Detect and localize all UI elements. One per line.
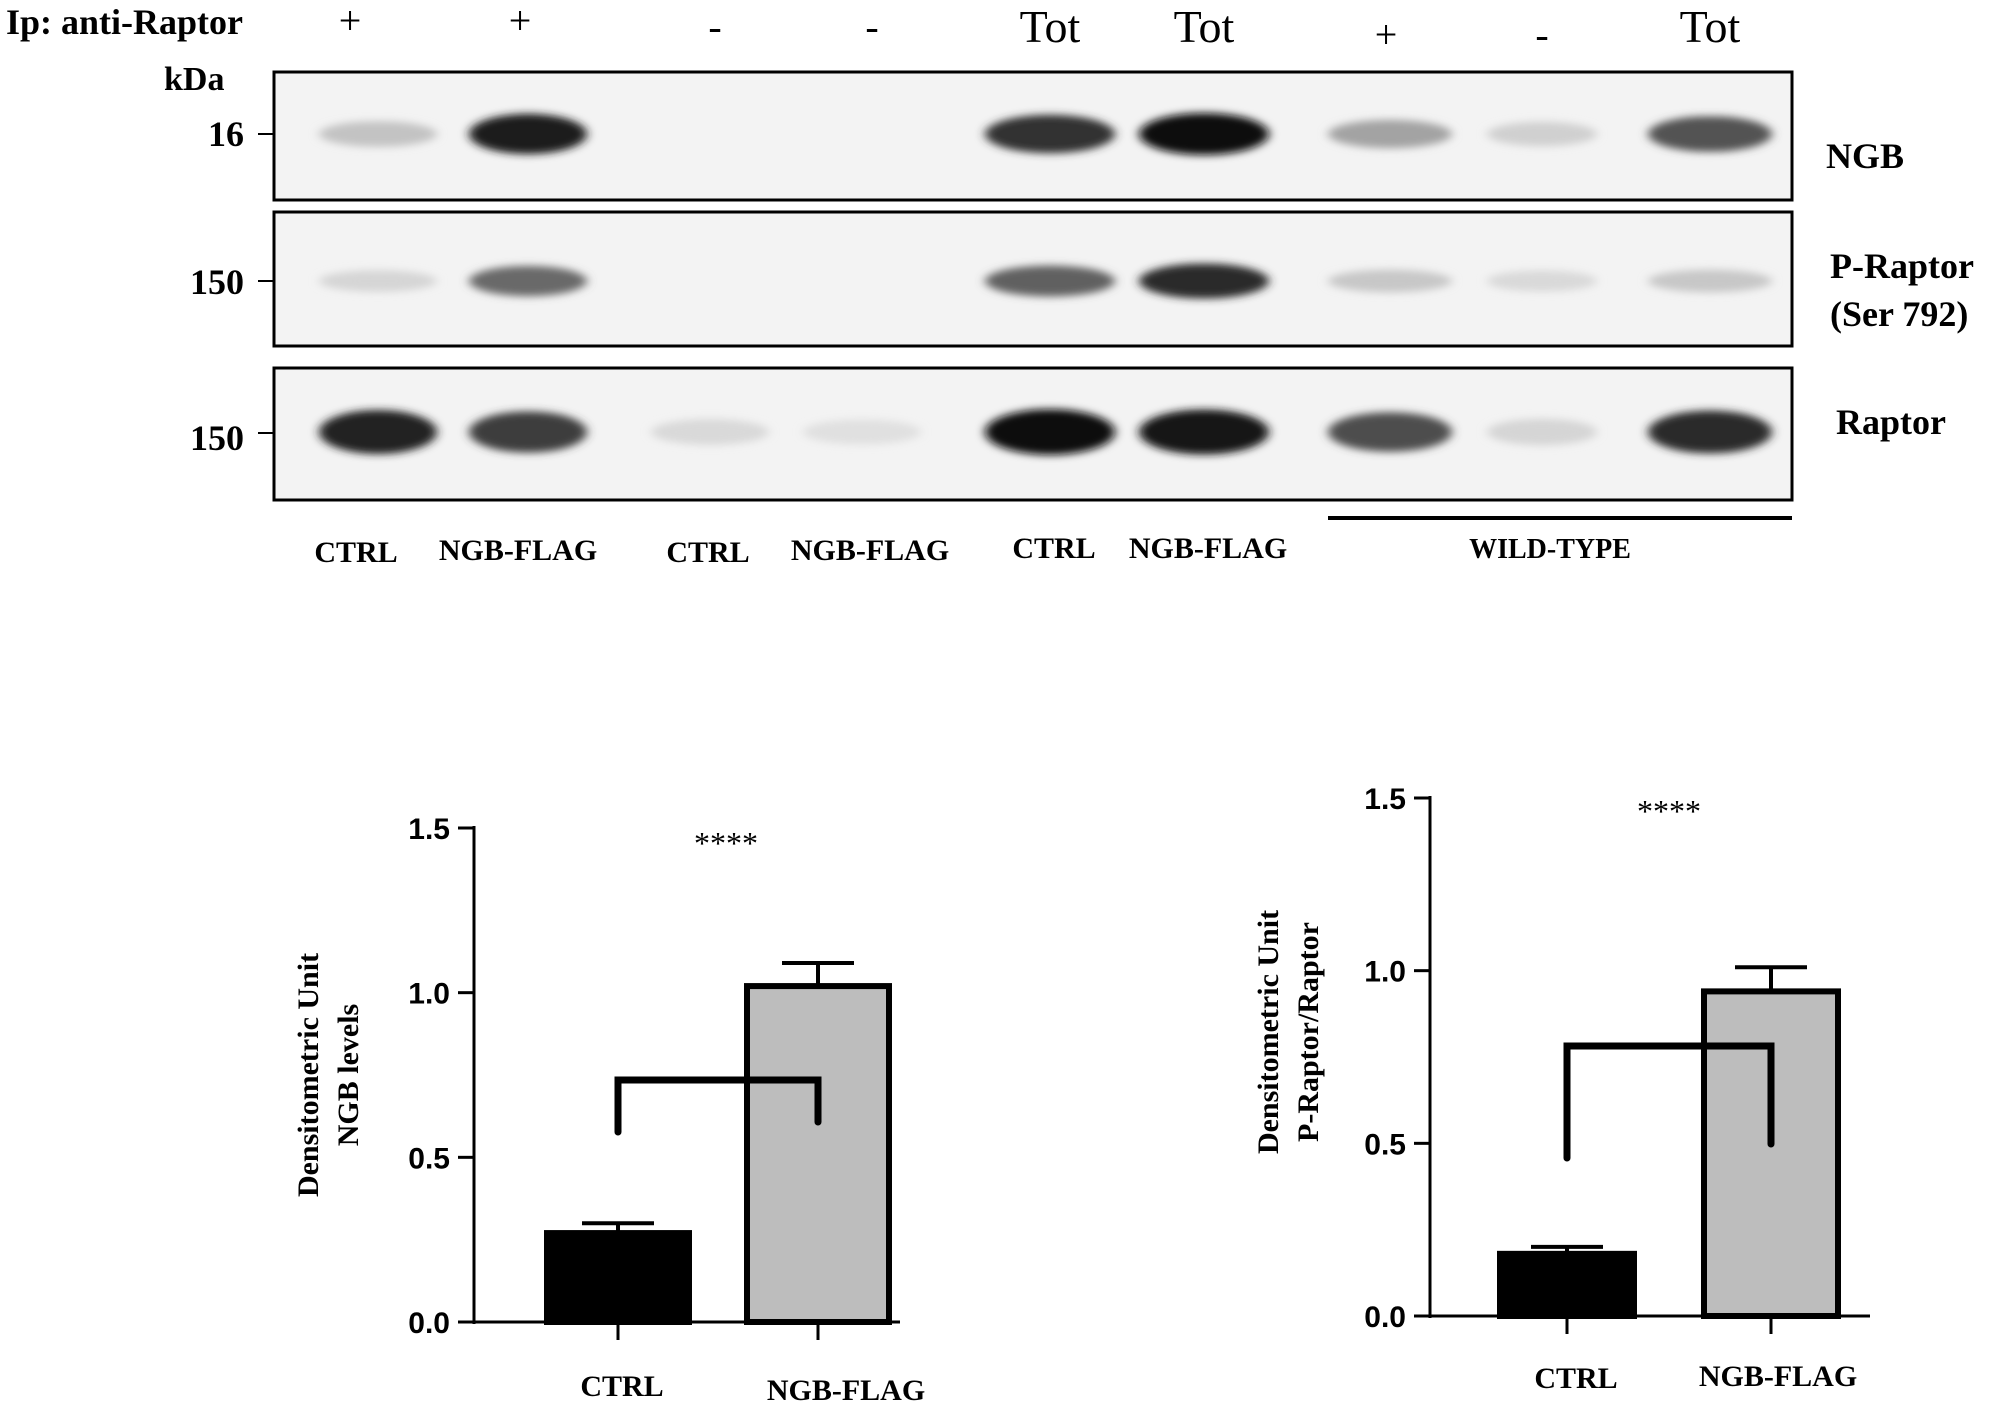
y-axis-title-line2: NGB levels (332, 1004, 365, 1147)
lane-sign-7: + (1375, 12, 1398, 57)
x-tick-label: NGB-FLAG (767, 1374, 925, 1407)
lane-sign-5: Tot (1020, 1, 1081, 52)
blot-band (985, 114, 1115, 154)
condition-label-row: CTRL NGB-FLAG CTRL NGB-FLAG CTRL NGB-FLA… (314, 516, 1792, 569)
blot-band (469, 411, 587, 453)
y-tick-label: 0.0 (1364, 1301, 1406, 1334)
blot-band (985, 409, 1115, 455)
lane-sign-8: - (1535, 12, 1548, 57)
lane-sign-6: Tot (1174, 1, 1235, 52)
marker-label: 150 (190, 418, 244, 458)
bar-ctrl (1497, 1250, 1637, 1319)
y-tick-label: 1.5 (408, 813, 450, 846)
y-tick-label: 1.0 (1364, 956, 1406, 989)
y-tick-label: 1.0 (408, 978, 450, 1011)
y-tick-label: 0.0 (408, 1307, 450, 1340)
lane-sign-1: + (339, 0, 362, 43)
significance-label: **** (694, 825, 758, 861)
blot-band (1648, 116, 1772, 152)
lane-sign-3: - (708, 4, 721, 49)
y-tick-label: 1.5 (1364, 783, 1406, 816)
blot-band (1328, 412, 1452, 452)
condition-label: NGB-FLAG (1129, 532, 1287, 565)
y-axis-title: Densitometric Unit (292, 953, 325, 1197)
condition-label: CTRL (314, 536, 397, 569)
western-blot: Ip: anti-Raptor kDa + + - - Tot Tot + - … (6, 0, 1974, 569)
blot-band (319, 121, 437, 147)
significance-bracket (614, 1076, 822, 1136)
bar-chart-ngb-levels: Densitometric Unit NGB levels 0.0 0.5 1.0 1… (292, 813, 925, 1407)
condition-label: NGB-FLAG (439, 534, 597, 567)
ip-label: Ip: anti-Raptor (6, 2, 243, 42)
blot-band (1487, 418, 1597, 446)
marker-label: 16 (208, 114, 244, 154)
bar-ngb-flag (744, 983, 892, 1326)
blot-panel-ngb: 16 NGB (208, 70, 1904, 202)
significance-bracket (1563, 1042, 1775, 1162)
blot-band (1648, 269, 1772, 293)
y-tick-label: 0.5 (1364, 1128, 1406, 1161)
blot-band (1328, 119, 1452, 149)
condition-label: NGB-FLAG (791, 534, 949, 567)
protein-label: P-Raptor (1830, 246, 1974, 286)
blot-band (803, 419, 921, 445)
lane-sign-row: + + - - Tot Tot + - Tot (339, 0, 1741, 57)
protein-label-line2: (Ser 792) (1830, 294, 1968, 334)
lane-sign-4: - (865, 4, 878, 49)
y-axis-title: Densitometric Unit (1252, 910, 1285, 1154)
condition-label: CTRL (1012, 532, 1095, 565)
bar-ctrl (544, 1230, 692, 1325)
x-tick-label: CTRL (580, 1370, 663, 1403)
blot-band (1328, 269, 1452, 293)
blot-band (1648, 410, 1772, 454)
significance-label: **** (1637, 793, 1701, 829)
bar-ngb-flag (1701, 988, 1841, 1319)
protein-label: Raptor (1836, 402, 1946, 442)
blot-band (1139, 409, 1269, 455)
x-tick-label: CTRL (1534, 1362, 1617, 1395)
lane-sign-9: Tot (1680, 1, 1741, 52)
blot-band (985, 265, 1115, 297)
condition-label: CTRL (666, 536, 749, 569)
blot-band (1487, 121, 1597, 147)
protein-label: NGB (1826, 136, 1904, 176)
group-label: WILD-TYPE (1469, 534, 1631, 565)
x-tick-label: NGB-FLAG (1699, 1360, 1857, 1393)
blot-band (469, 113, 587, 155)
kda-label: kDa (164, 61, 224, 98)
blot-band (469, 265, 587, 297)
blot-band (319, 270, 437, 292)
y-axis-title-line2: P-Raptor/Raptor (1292, 922, 1325, 1142)
blot-band (1487, 270, 1597, 292)
blot-panel-p-raptor: 150 P-Raptor (Ser 792) (190, 210, 1974, 348)
lane-sign-2: + (509, 0, 532, 43)
blot-band (319, 410, 437, 454)
blot-band (1139, 113, 1269, 155)
y-tick-label: 0.5 (408, 1142, 450, 1175)
blot-panel-raptor: 150 Raptor (190, 366, 1946, 502)
blot-band (1139, 263, 1269, 299)
marker-label: 150 (190, 262, 244, 302)
bar-chart-p-raptor-ratio: Densitometric Unit P-Raptor/Raptor 0.0 0.… (1252, 783, 1870, 1395)
blot-band (651, 419, 769, 445)
